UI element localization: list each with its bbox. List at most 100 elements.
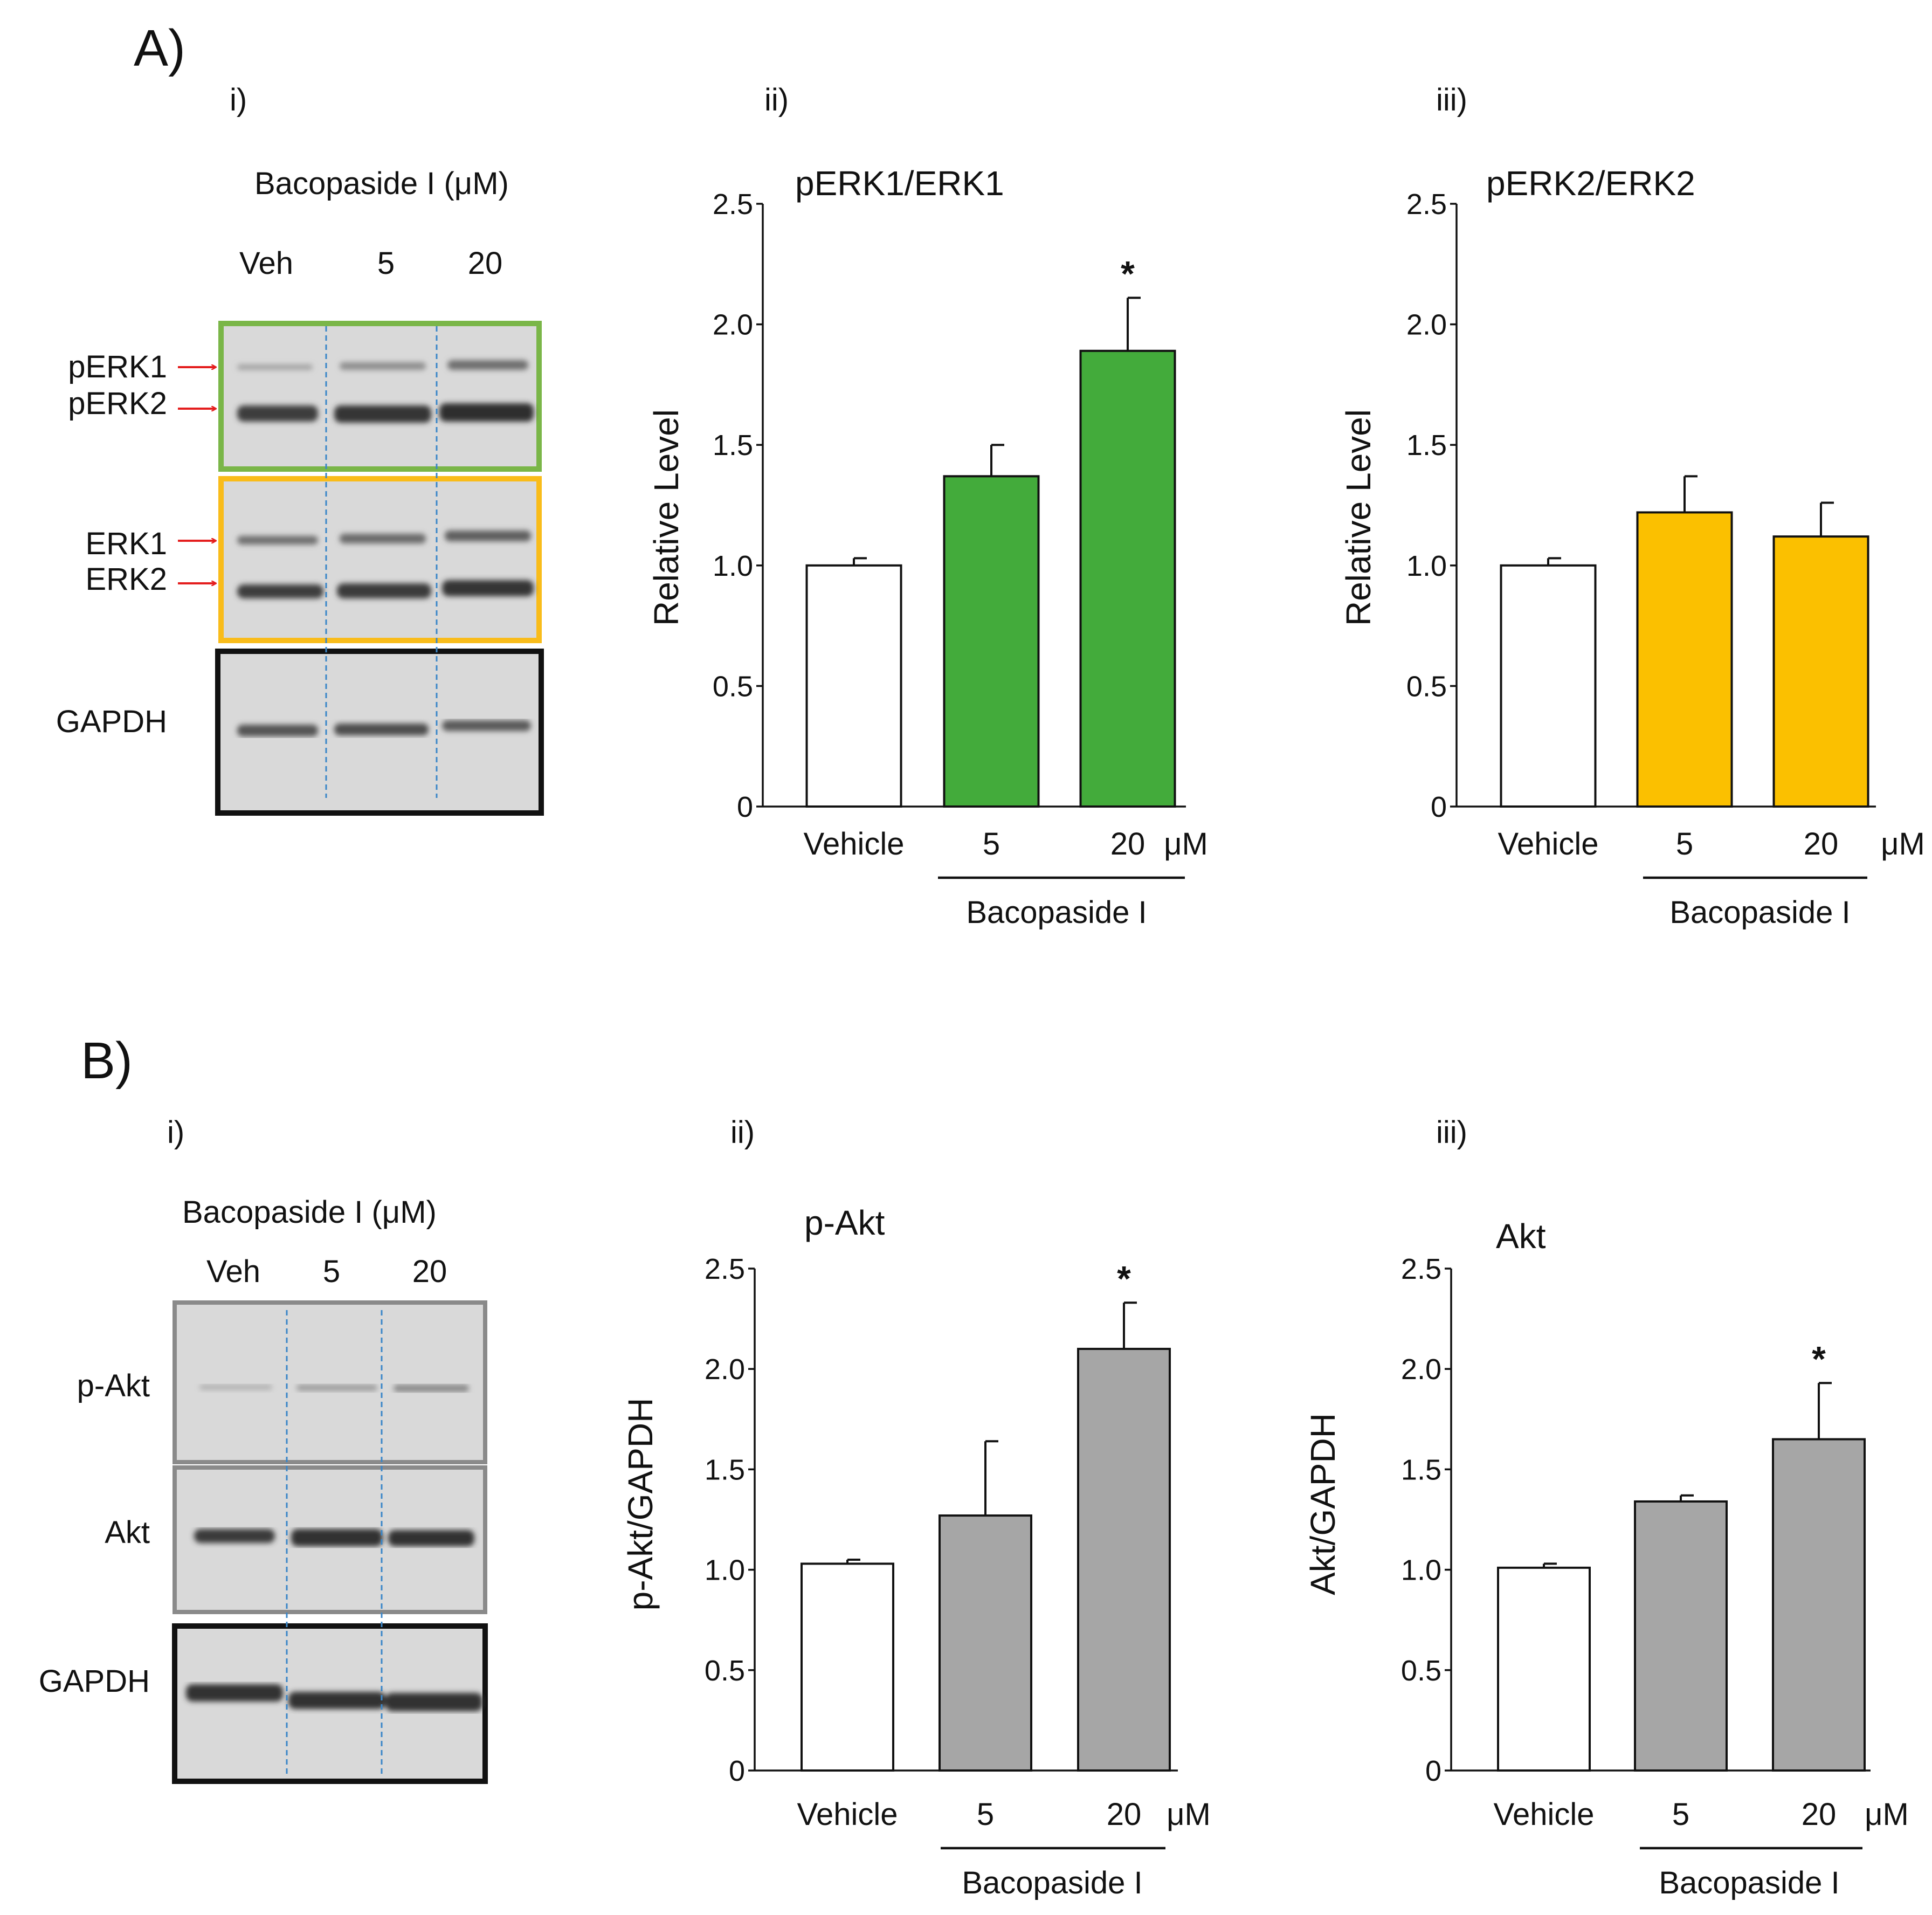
x-axis-label: Bacopaside I [1659, 1865, 1839, 1900]
blot-b-lane-20: 20 [412, 1254, 447, 1289]
blot-a-lane-5: 5 [377, 246, 395, 281]
x-tick-label: 5 [983, 826, 1000, 862]
chart-title: pERK1/ERK1 [795, 164, 1004, 203]
y-tick-label: 0 [737, 791, 753, 823]
y-tick-label: 2.5 [705, 1253, 745, 1285]
y-tick-label: 0.5 [1406, 670, 1447, 702]
x-tick-label: Vehicle [1493, 1797, 1594, 1832]
blot-b-lane-veh: Veh [206, 1254, 260, 1289]
chart-title: Akt [1496, 1217, 1546, 1256]
y-axis-label: Relative Level [647, 409, 686, 626]
band-label-pakt: p-Akt [77, 1368, 150, 1403]
chart-title: pERK2/ERK2 [1486, 164, 1695, 203]
y-axis-label: p-Akt/GAPDH [621, 1398, 660, 1611]
y-tick-label: 1.5 [1401, 1454, 1441, 1486]
blot-a-sublabel: i) [230, 82, 247, 118]
blot-a: i) Bacopaside I (μM) Veh 5 20 [56, 82, 544, 816]
bar-5 [939, 1514, 1032, 1772]
blot-b-lane-5: 5 [323, 1254, 340, 1289]
bar-vehicle [801, 1562, 894, 1772]
bar-vehicle [805, 564, 902, 808]
blot-b-pakt-bands [199, 1384, 469, 1392]
y-tick-label: 0 [1431, 791, 1447, 823]
y-axis-label: Relative Level [1339, 409, 1378, 626]
significance-marker: * [1812, 1339, 1826, 1379]
blot-a-lane-veh: Veh [239, 246, 293, 281]
y-tick-label: 1.0 [705, 1554, 745, 1587]
y-tick-label: 1.5 [713, 429, 753, 461]
x-tick-label: 5 [1676, 826, 1693, 862]
x-tick-label: 20 [1107, 1797, 1142, 1832]
panel-b-label: B) [81, 1032, 133, 1090]
x-axis-label: Bacopaside I [962, 1865, 1142, 1900]
bar-5 [1636, 511, 1733, 808]
y-tick-label: 0.5 [705, 1655, 745, 1687]
y-tick-label: 2.0 [1406, 309, 1447, 341]
bar-5 [1634, 1500, 1728, 1772]
blot-b: i) Bacopaside I (μM) Veh 5 20 p-Akt Akt … [39, 1115, 488, 1784]
x-tick-label: Vehicle [1498, 826, 1598, 862]
chart-perk1-erk1: ii) pERK1/ERK1 Relative Level 0 0.5 1.0 1.5 2.0… [647, 82, 1208, 930]
significance-marker: * [1121, 253, 1135, 293]
x-tick-label: 5 [977, 1797, 994, 1832]
band-label-perk1: pERK1 [68, 349, 167, 384]
y-tick-label: 2.5 [713, 188, 753, 221]
unit-label: μM [1164, 826, 1208, 862]
y-tick-label: 2.5 [1406, 188, 1447, 221]
y-tick-label: 1.0 [713, 550, 753, 582]
band-label-perk2: pERK2 [68, 386, 167, 421]
bar-5 [943, 475, 1040, 808]
y-axis-label: Akt/GAPDH [1303, 1413, 1342, 1595]
bar-20 [1077, 1347, 1171, 1772]
y-tick-label: 1.0 [1401, 1554, 1441, 1587]
x-tick-label: Vehicle [797, 1797, 898, 1832]
x-tick-label: Vehicle [803, 826, 904, 862]
chart-akt: iii) Akt Akt/GAPDH 0 0.5 1.0 1.5 2.0 2.5 Vehicle 5… [1303, 1115, 1909, 1900]
blot-a-perk-bands [237, 360, 534, 423]
chart-p-akt: ii) p-Akt p-Akt/GAPDH 0 0.5 1.0 1.5 2.0 2.5 Vehic… [621, 1115, 1211, 1900]
blot-a-perk-box [218, 321, 542, 472]
blot-a-lane-20: 20 [468, 246, 503, 281]
bar-20 [1772, 1438, 1866, 1772]
y-tick-label: 0 [729, 1755, 745, 1787]
x-axis-label: Bacopaside I [966, 895, 1147, 930]
y-tick-label: 2.0 [705, 1353, 745, 1386]
y-tick-label: 2.5 [1401, 1253, 1441, 1285]
x-tick-label: 20 [1804, 826, 1839, 862]
y-tick-label: 0.5 [713, 670, 753, 702]
y-tick-label: 1.5 [1406, 429, 1447, 461]
blot-b-akt-bands [194, 1529, 474, 1546]
y-tick-label: 1.5 [705, 1454, 745, 1486]
chart-title: p-Akt [804, 1203, 885, 1242]
bar-20 [1772, 535, 1869, 808]
blot-b-gapdh-bands [186, 1684, 482, 1711]
y-tick-label: 0 [1425, 1755, 1441, 1787]
chart-sublabel: iii) [1436, 82, 1467, 118]
chart-sublabel: ii) [730, 1115, 755, 1150]
blot-b-treatment-label: Bacopaside I (μM) [182, 1195, 437, 1230]
x-tick-label: 20 [1110, 826, 1146, 862]
y-tick-label: 2.0 [1401, 1353, 1441, 1386]
y-tick-label: 2.0 [713, 309, 753, 341]
chart-sublabel: iii) [1436, 1115, 1467, 1150]
blot-b-pakt-box [172, 1300, 487, 1464]
unit-label: μM [1881, 826, 1925, 862]
band-label-akt: Akt [105, 1515, 150, 1550]
band-label-gapdh-b: GAPDH [39, 1664, 150, 1699]
bar-vehicle [1497, 1566, 1591, 1772]
blot-a-gapdh-bands [237, 720, 531, 736]
band-label-erk1: ERK1 [85, 526, 167, 561]
y-tick-label: 1.0 [1406, 550, 1447, 582]
x-axis-label: Bacopaside I [1669, 895, 1850, 930]
x-tick-label: 5 [1672, 1797, 1689, 1832]
blot-b-sublabel: i) [167, 1115, 184, 1150]
panel-a-label: A) [134, 19, 185, 77]
x-tick-label: 20 [1802, 1797, 1837, 1832]
significance-marker: * [1117, 1258, 1131, 1298]
blot-a-erk-bands [237, 531, 534, 598]
chart-perk2-erk2: iii) pERK2/ERK2 Relative Level 0 0.5 1.0 1.5 2.… [1339, 82, 1925, 930]
band-label-erk2: ERK2 [85, 562, 167, 597]
bar-20 [1079, 349, 1176, 808]
unit-label: μM [1865, 1797, 1909, 1832]
